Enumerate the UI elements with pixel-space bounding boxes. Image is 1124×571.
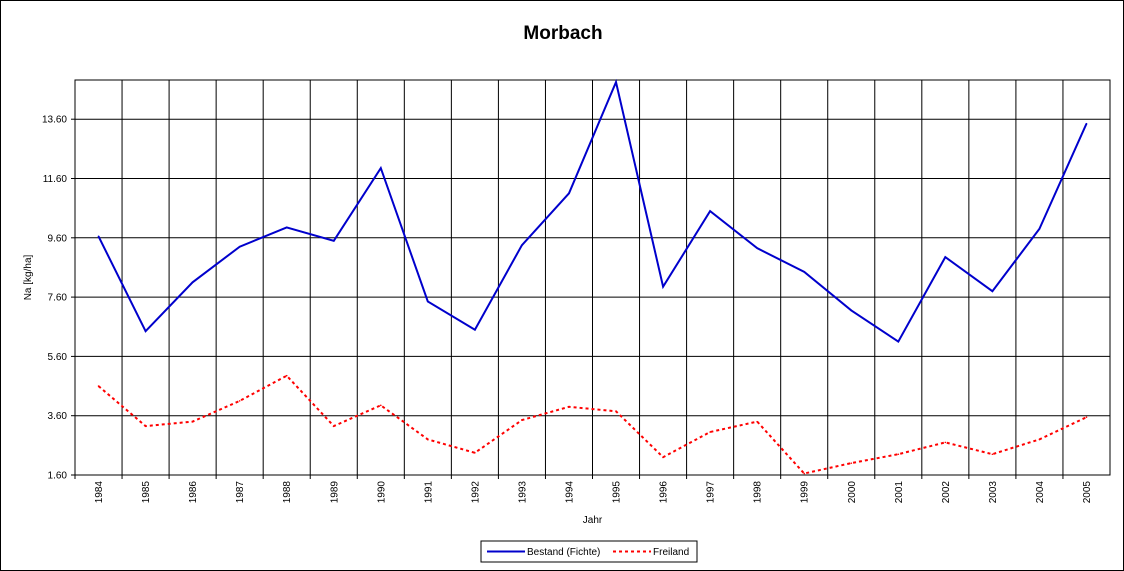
data-point: [1085, 416, 1088, 418]
gridlines: [75, 80, 1110, 476]
legend-label-bestand: Bestand (Fichte): [527, 547, 600, 558]
data-point: [285, 226, 288, 229]
data-point: [709, 431, 711, 433]
x-axis-ticks: 1984 1985 1986 1987 1988 1989 1990 1991 1992 1993…: [74, 475, 1093, 504]
x-tick-label: 2003: [988, 481, 999, 504]
data-point: [379, 167, 382, 169]
data-point: [568, 192, 570, 195]
x-tick-label: 2004: [1035, 481, 1046, 504]
y-tick-label: 1.60: [48, 471, 68, 482]
y-tick-label: 11.60: [43, 174, 68, 185]
data-point: [662, 285, 664, 288]
y-axis-ticks: 1.60 3.60 5.60 7.60 9.60 11.60 13.60: [42, 115, 75, 482]
data-point: [1038, 438, 1041, 441]
data-point: [427, 438, 429, 441]
x-tick-label: 1999: [800, 481, 811, 504]
data-point: [332, 425, 335, 427]
legend-box: [480, 540, 698, 563]
data-point: [144, 330, 147, 332]
data-point: [521, 244, 523, 247]
data-point: [709, 210, 711, 212]
x-tick-label: 1990: [376, 481, 387, 504]
x-tick-label: 1992: [470, 481, 481, 504]
data-point: [285, 374, 288, 377]
data-point: [944, 441, 947, 444]
x-tick-label: 2001: [894, 481, 905, 504]
x-tick-label: 1994: [564, 481, 575, 504]
data-point: [662, 456, 664, 459]
data-point: [568, 406, 570, 408]
x-tick-label: 1985: [141, 481, 152, 504]
x-tick-label: 1987: [235, 481, 246, 504]
y-axis-label: Na [kg/ha]: [23, 254, 34, 300]
data-point: [615, 410, 617, 413]
data-point: [191, 281, 194, 284]
data-point: [897, 453, 900, 456]
x-tick-label: 1997: [706, 481, 717, 504]
legend-label-freiland: Freiland: [653, 547, 689, 558]
data-point: [803, 472, 806, 475]
x-tick-label: 2000: [847, 481, 858, 504]
x-tick-label: 1984: [94, 481, 105, 504]
data-point: [944, 256, 947, 258]
data-point: [474, 328, 476, 331]
data-point: [991, 290, 994, 292]
data-point: [850, 462, 853, 464]
chart-title: Morbach: [523, 23, 602, 44]
data-point: [850, 309, 853, 312]
series-line-freiland: [97, 374, 1087, 475]
data-point: [97, 385, 100, 387]
x-tick-label: 1986: [188, 481, 199, 504]
y-tick-label: 5.60: [48, 352, 68, 363]
data-point: [615, 81, 617, 83]
data-point: [1085, 122, 1088, 125]
x-tick-label: 2005: [1082, 481, 1093, 504]
y-tick-label: 7.60: [48, 293, 68, 304]
legend: Bestand (Fichte) Freiland: [480, 540, 698, 563]
series-lines: [97, 78, 1088, 475]
data-point: [238, 400, 241, 402]
x-tick-label: 1991: [423, 481, 434, 504]
series-line-bestand: [97, 78, 1088, 344]
x-tick-label: 1988: [282, 481, 293, 504]
data-point: [756, 420, 758, 423]
y-tick-label: 13.60: [42, 115, 67, 126]
y-tick-label: 9.60: [48, 233, 68, 244]
data-point: [521, 419, 523, 421]
x-tick-label: 2002: [941, 481, 952, 504]
x-tick-label: 1998: [753, 481, 764, 504]
data-point: [97, 235, 100, 238]
data-point: [238, 245, 241, 248]
data-point: [897, 340, 900, 343]
data-point: [1038, 228, 1041, 230]
data-point: [756, 247, 758, 249]
x-tick-label: 1993: [517, 481, 528, 504]
x-axis-label: Jahr: [583, 515, 603, 526]
data-point: [803, 271, 806, 273]
x-tick-label: 1989: [329, 481, 340, 504]
data-point: [991, 453, 994, 456]
data-point: [474, 451, 476, 454]
x-tick-label: 1995: [612, 481, 623, 504]
x-tick-label: 1996: [659, 481, 670, 504]
data-point: [144, 425, 147, 427]
data-point: [379, 404, 382, 407]
y-tick-label: 3.60: [48, 411, 68, 422]
data-point: [427, 300, 429, 303]
data-point: [191, 420, 194, 423]
data-point: [332, 239, 335, 242]
